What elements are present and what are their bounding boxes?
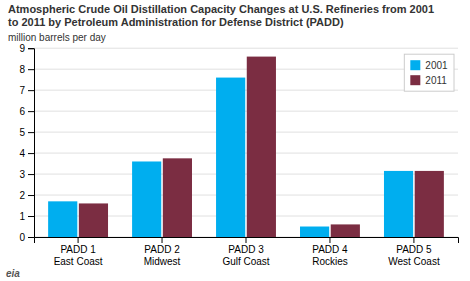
y-tick: 1	[19, 211, 34, 222]
grid-line	[34, 111, 458, 112]
x-tick-label-line: Midwest	[144, 256, 181, 267]
y-tick-label: 8	[19, 64, 25, 75]
y-tick: 6	[19, 106, 34, 117]
x-tick-label-line: West Coast	[388, 256, 440, 267]
x-tick-mark	[413, 237, 414, 243]
y-tick-label: 9	[19, 43, 25, 54]
y-tick-mark	[28, 153, 34, 154]
y-tick-mark	[28, 237, 34, 238]
x-tick: PADD 1East Coast	[54, 237, 103, 267]
x-tick-label-line: PADD 1	[60, 244, 96, 255]
title-line: Atmospheric Crude Oil Distillation Capac…	[8, 3, 434, 15]
y-tick-mark	[28, 90, 34, 91]
x-tick: PADD 2Midwest	[144, 237, 181, 267]
grid-line	[34, 48, 458, 49]
bar	[48, 201, 77, 237]
x-tick-label-line: PADD 4	[312, 244, 348, 255]
grid-line	[34, 90, 458, 91]
x-tick: PADD 5West Coast	[388, 237, 440, 267]
y-axis-line	[28, 49, 35, 238]
bar	[132, 161, 161, 237]
y-tick-mark	[28, 195, 34, 196]
grid-line	[34, 69, 458, 70]
y-tick-label: 3	[19, 169, 25, 180]
legend-item: 2011	[410, 75, 447, 86]
y-tick-label: 4	[19, 148, 25, 159]
y-tick-mark	[28, 132, 34, 133]
x-tick-mark	[329, 237, 330, 243]
y-tick-label: 6	[19, 106, 25, 117]
y-tick: 3	[19, 169, 34, 180]
y-tick-mark	[28, 111, 34, 112]
legend-swatch	[410, 60, 420, 70]
title-line: to 2011 by Petroleum Administration for …	[8, 16, 344, 28]
legend-label: 2001	[425, 60, 448, 71]
series	[48, 78, 413, 237]
y-tick: 0	[19, 232, 34, 243]
x-tick-mark	[78, 237, 79, 243]
legend-label: 2011	[425, 75, 447, 86]
bar	[216, 78, 245, 237]
y-tick: 5	[19, 127, 34, 138]
y-tick-label: 2	[19, 190, 25, 201]
y-tick: 9	[19, 43, 34, 54]
y-tick: 4	[19, 148, 34, 159]
bar	[331, 224, 360, 237]
chart: Atmospheric Crude Oil Distillation Capac…	[0, 0, 470, 281]
bars	[48, 57, 444, 237]
y-axis: 0 1 2 3 4 5 6 7 8 9	[19, 43, 34, 243]
x-axis-line	[35, 238, 459, 244]
y-tick: 7	[19, 85, 34, 96]
x-tick-label: PADD 5West Coast	[388, 244, 440, 267]
legend-item: 2001	[410, 60, 448, 71]
bar	[247, 57, 276, 237]
x-tick-label-line: Gulf Coast	[222, 256, 269, 267]
series	[79, 57, 444, 237]
x-tick-label-line: Rockies	[312, 256, 348, 267]
bar	[384, 171, 413, 237]
x-tick-label: PADD 2Midwest	[144, 244, 181, 267]
y-tick: 8	[19, 64, 34, 75]
y-tick-mark	[28, 174, 34, 175]
bar	[79, 203, 108, 237]
x-tick-label: PADD 3Gulf Coast	[222, 244, 269, 267]
y-tick-label: 7	[19, 85, 25, 96]
grid-line	[34, 153, 458, 154]
x-tick-label: PADD 4Rockies	[312, 244, 348, 267]
plot: 0123456789PADD 1East CoastPADD 2MidwestP…	[19, 43, 458, 267]
x-tick-mark	[162, 237, 163, 243]
title: Atmospheric Crude Oil Distillation Capac…	[8, 3, 434, 28]
y-tick: 2	[19, 190, 34, 201]
y-tick-mark	[28, 216, 34, 217]
legend-swatch	[410, 75, 420, 85]
annotation: eia	[6, 268, 20, 279]
x-tick-mark	[246, 237, 247, 243]
y-tick-mark	[28, 48, 34, 49]
y-tick-label: 1	[19, 211, 25, 222]
x-tick-label-line: East Coast	[54, 256, 103, 267]
x-tick-label-line: PADD 5	[396, 244, 432, 255]
y-tick-label: 5	[19, 127, 25, 138]
legend-items: 2001 2011	[410, 60, 448, 86]
y-axis-label: million barrels per day	[8, 32, 106, 43]
legend-frame	[404, 54, 454, 91]
x-axis: PADD 1East Coast PADD 2Midwest PADD 3Gulf …	[35, 237, 459, 267]
x-tick: PADD 3Gulf Coast	[222, 237, 269, 267]
grid-line	[34, 132, 458, 133]
legend: 2001 2011	[404, 54, 454, 91]
x-tick-label: PADD 1East Coast	[54, 244, 103, 267]
y-tick-label: 0	[19, 232, 25, 243]
bar	[415, 171, 444, 237]
y-tick-mark	[28, 69, 34, 70]
grid	[34, 48, 458, 237]
x-tick-label-line: PADD 2	[144, 244, 180, 255]
x-tick-label-line: PADD 3	[228, 244, 264, 255]
bar	[300, 227, 329, 237]
bar	[163, 158, 192, 237]
x-tick: PADD 4Rockies	[312, 237, 348, 267]
